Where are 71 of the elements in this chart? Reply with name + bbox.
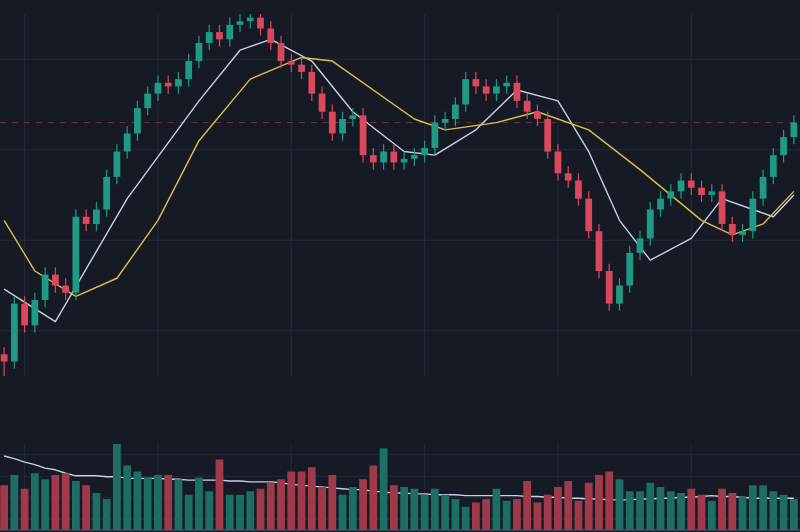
candlestick (257, 13, 264, 37)
candlestick (575, 172, 582, 207)
candlestick (790, 114, 798, 145)
candlestick (431, 114, 439, 156)
candlestick (93, 201, 100, 232)
candlestick (523, 93, 531, 120)
candlestick (728, 216, 736, 243)
candlestick (185, 53, 193, 87)
candlestick (739, 223, 746, 243)
bar (707, 500, 716, 530)
candlestick (564, 165, 572, 189)
bar (164, 474, 173, 530)
bar (0, 485, 8, 530)
candlestick (626, 245, 634, 294)
candlestick (410, 147, 418, 167)
candlestick (667, 183, 675, 207)
candlestick (605, 263, 613, 312)
bar (389, 485, 398, 530)
candlestick (780, 129, 787, 164)
bar (20, 488, 29, 530)
candlestick (544, 111, 552, 160)
candlestick (421, 140, 428, 164)
candlestick (769, 147, 777, 185)
candlestick (103, 169, 111, 218)
candlestick (534, 103, 541, 127)
candlestick (349, 107, 357, 127)
candlestick (339, 111, 346, 142)
candlestick (62, 277, 70, 301)
candlestick (236, 13, 244, 33)
candlestick (657, 190, 664, 218)
candlestick (718, 183, 726, 232)
candlestick (41, 266, 49, 308)
bar (215, 459, 224, 530)
candlestick (21, 295, 28, 334)
candlestick (226, 17, 234, 48)
candlestick (452, 96, 459, 127)
candlestick (749, 190, 757, 240)
candlestick (134, 100, 141, 142)
candlestick (216, 24, 223, 48)
candlestick (380, 143, 387, 171)
bar (82, 485, 91, 530)
candlestick (144, 85, 152, 116)
candlestick (82, 208, 90, 232)
candlestick (585, 190, 593, 240)
bar (10, 474, 19, 530)
candlestick (390, 143, 398, 171)
candlestick (287, 53, 295, 73)
candlestick (708, 183, 716, 203)
candlestick (482, 78, 490, 102)
candlestick (369, 147, 377, 171)
candlestick (31, 292, 39, 334)
candlestick (441, 111, 449, 131)
candlestick (462, 71, 470, 113)
candlestick (493, 78, 500, 102)
candlestick (123, 125, 131, 160)
candlestick (687, 172, 695, 196)
candlestick (175, 71, 182, 95)
candlestick (698, 179, 705, 203)
candlestick (328, 103, 336, 142)
candlestick (636, 230, 644, 261)
candlestick (616, 277, 623, 312)
candlestick (52, 266, 59, 294)
candlestick (267, 20, 275, 51)
candlestick (298, 56, 305, 80)
candlestick (308, 64, 316, 102)
bar (72, 480, 80, 530)
candlestick (759, 169, 767, 207)
bar (379, 448, 388, 530)
candlestick (205, 24, 213, 51)
candlestick (0, 346, 8, 377)
candlestick (646, 201, 654, 247)
